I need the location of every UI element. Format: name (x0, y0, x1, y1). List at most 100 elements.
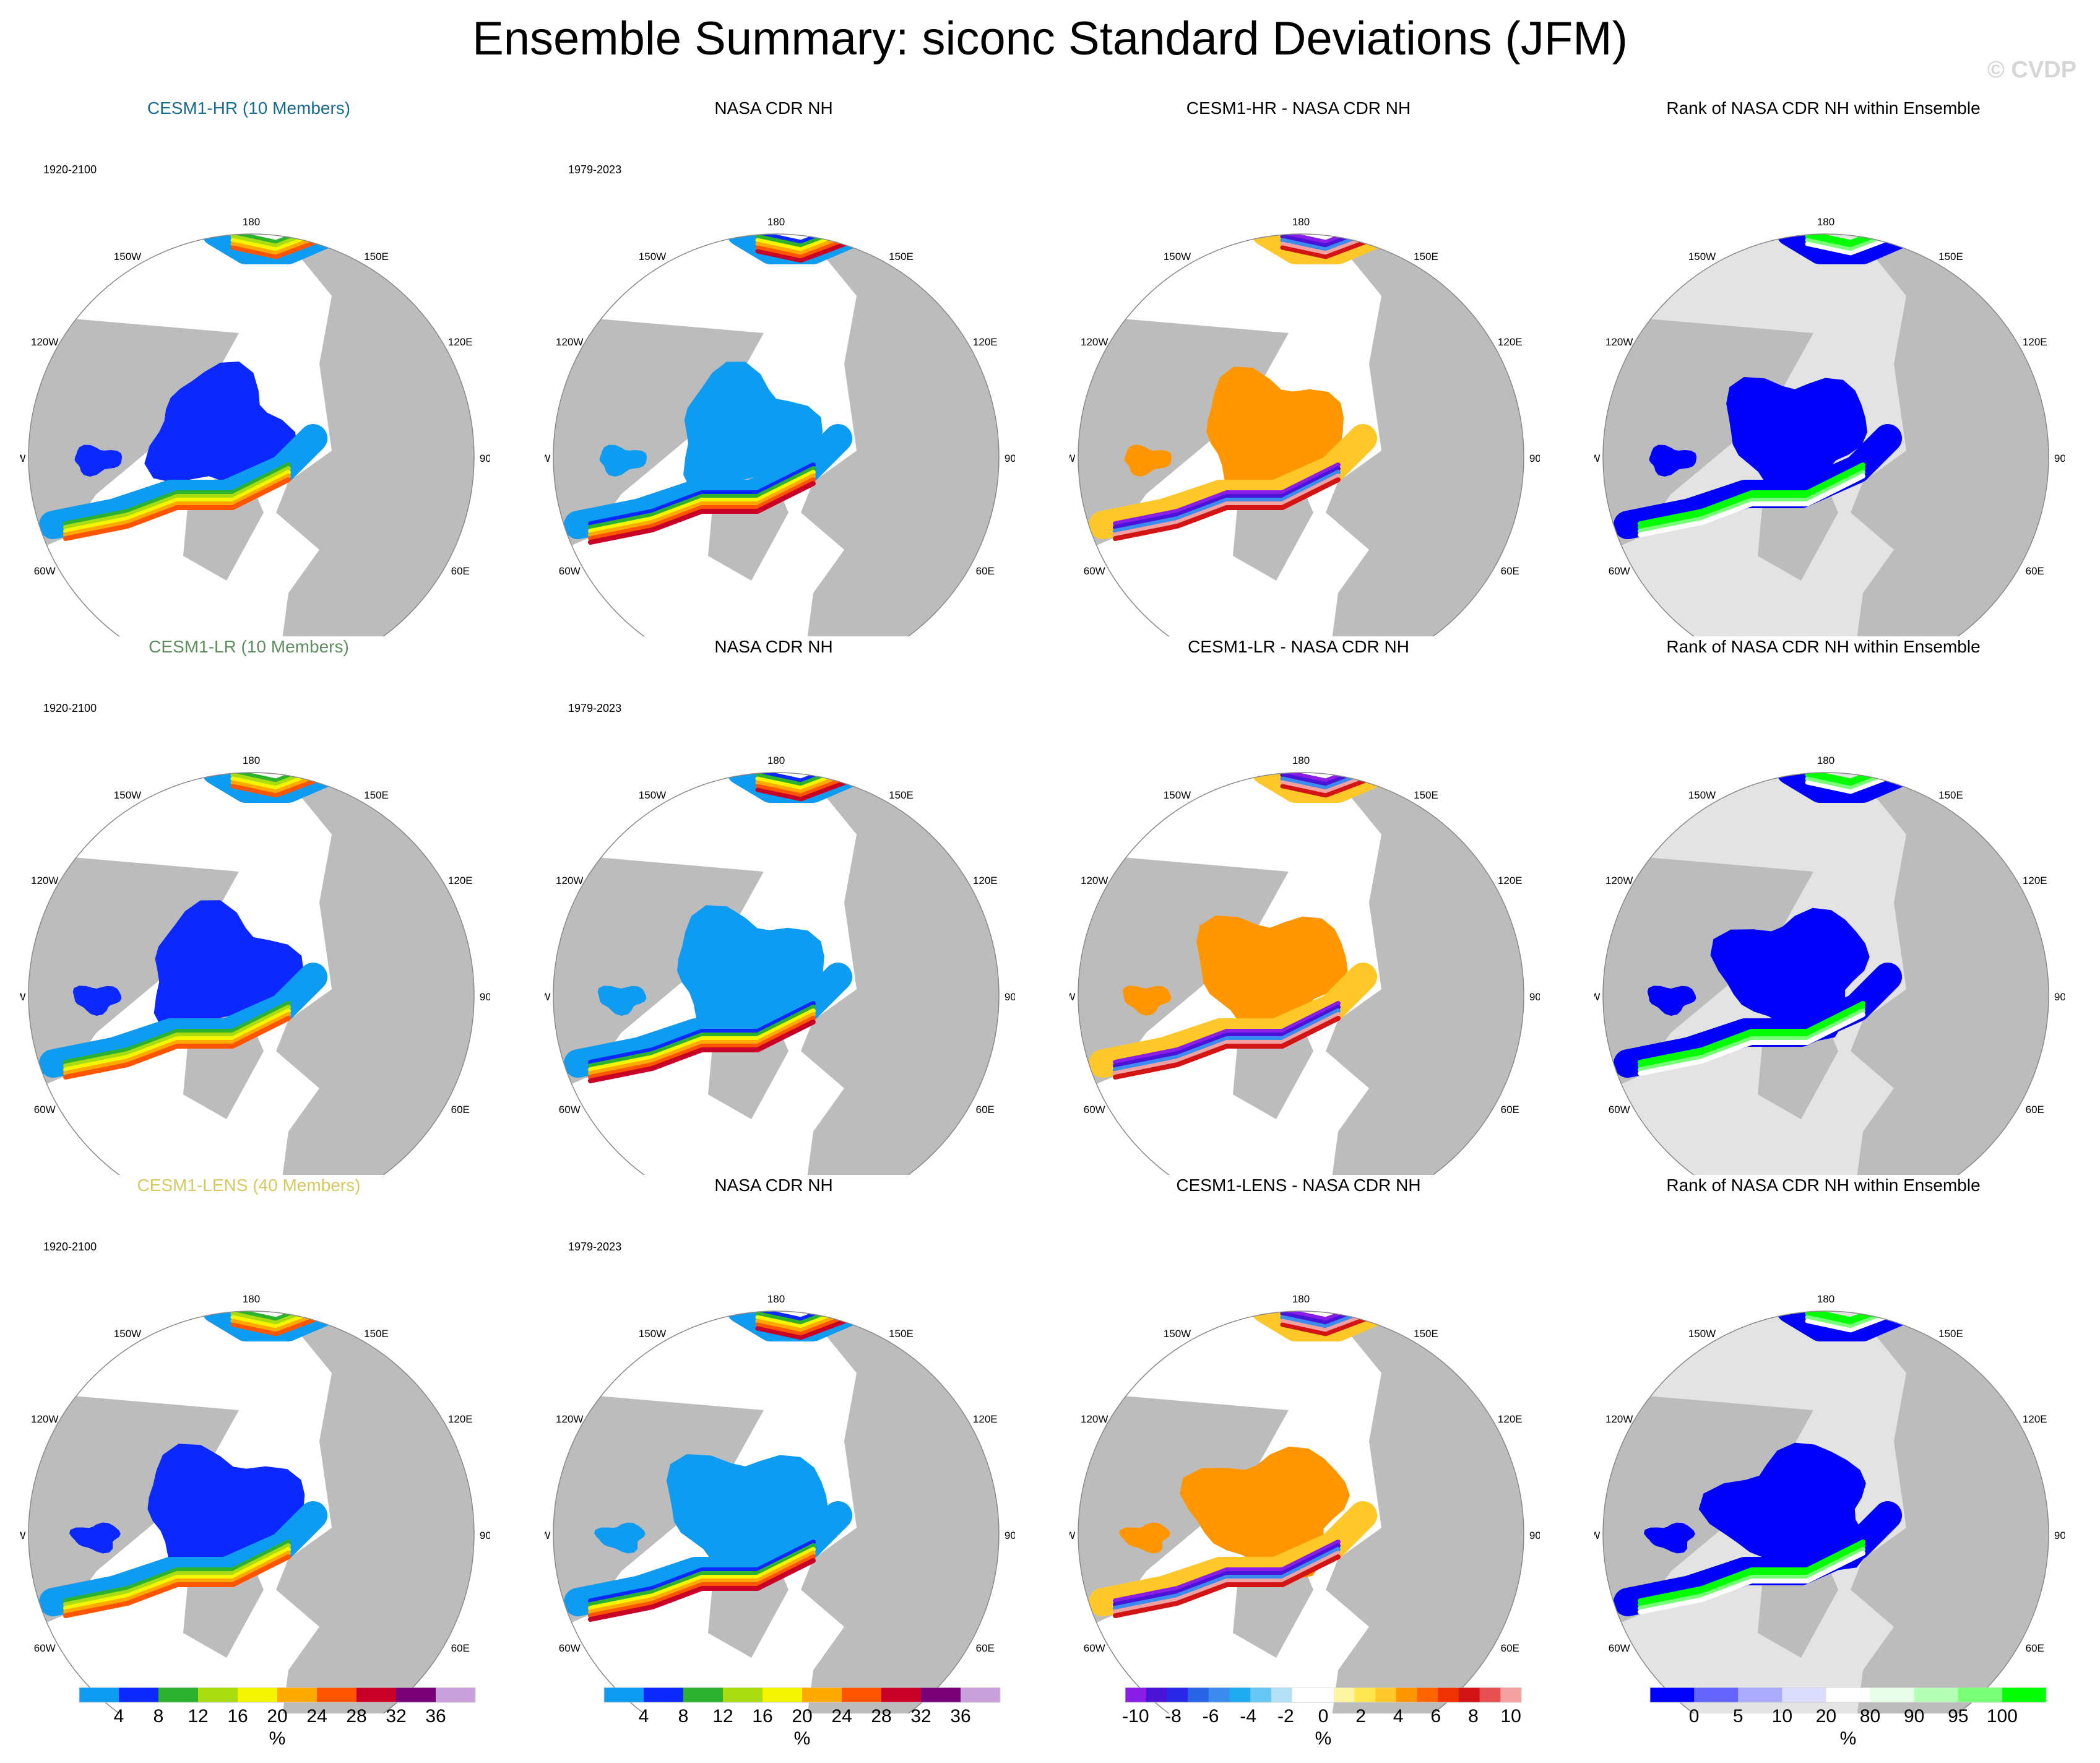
colorbar-swatch (1125, 1687, 1147, 1702)
longitude-label: 60W (34, 565, 56, 577)
longitude-label: 60W (559, 1104, 581, 1115)
longitude-label: 120W (1605, 336, 1633, 348)
longitude-label: 180 (1817, 1293, 1834, 1305)
colorbar-tick-label: 24 (306, 1706, 327, 1726)
colorbar-swatch (1208, 1687, 1230, 1702)
colorbar-swatch (1694, 1687, 1739, 1702)
colorbar-swatch (356, 1687, 397, 1702)
atlantic-gradient-band (1638, 1551, 1865, 1614)
colorbar-tick-label: -6 (1203, 1706, 1219, 1726)
atlantic-gradient-band (1113, 1554, 1341, 1618)
atlantic-gradient-band (1638, 470, 1865, 534)
atlantic-gradient-band (1638, 1012, 1865, 1076)
colorbar-tick-label: 20 (792, 1706, 812, 1726)
polar-map: 180090W90E150W120W150E120E60W30W60E30E19… (545, 163, 1015, 636)
map-boundary (1078, 1310, 1524, 1713)
colorbar-tick-label: 100 (1987, 1706, 2018, 1726)
pacific-gradient-band (1280, 236, 1378, 259)
map-boundary (28, 233, 475, 636)
colorbar-swatch (842, 1687, 882, 1702)
pacific-gradient-band (755, 234, 853, 248)
atlantic-gradient-band (1113, 1001, 1341, 1065)
colorbar-tick-label: 0 (1318, 1706, 1329, 1726)
colorbar-swatch (1650, 1687, 1695, 1702)
map-boundary (1602, 1310, 2049, 1713)
colorbar-swatch (2002, 1687, 2047, 1702)
map-panel-diff: CESM1-LENS - NASA CDR NH180090W90E150W12… (1069, 1175, 1594, 1713)
atlantic-gradient-band (1638, 1543, 1865, 1607)
polar-map: 180090W90E150W120W150E120E60W30W60E30E (1069, 216, 1540, 636)
pacific-gradient-band (755, 1311, 853, 1322)
eurasia-landmass (801, 234, 999, 636)
colorbar-tick-label: 24 (831, 1706, 852, 1726)
atlantic-gradient-band (588, 470, 816, 534)
colorbar-swatch (1167, 1687, 1188, 1702)
north-america-landmass (553, 1392, 764, 1633)
colorbar-swatches: 4 8 12 16 20 24 28 32 36 (603, 1687, 1001, 1726)
longitude-label: 180 (1817, 216, 1834, 228)
atlantic-gradient-band (63, 1543, 291, 1607)
colorbar-swatch (723, 1687, 763, 1702)
longitude-label: 90W (20, 991, 25, 1003)
pacific-gradient-band (230, 1311, 328, 1325)
longitude-label: 90E (2054, 453, 2065, 464)
hudson-bay-field (1122, 985, 1172, 1016)
atlantic-gradient-band (588, 1020, 816, 1083)
pacific-gradient-band (755, 234, 853, 245)
colorbar-tick-label: 10 (1500, 1706, 1521, 1726)
colorbar-tick-label: 8 (153, 1706, 164, 1726)
atlantic-gradient-band (588, 1547, 816, 1611)
longitude-label: 60E (451, 1642, 470, 1654)
colorbar-swatch (881, 1687, 922, 1702)
page-title: Ensemble Summary: siconc Standard Deviat… (472, 12, 1628, 65)
colorbar-units: % (1315, 1728, 1332, 1749)
colorbar-swatch (1438, 1687, 1459, 1702)
longitude-label: 150E (889, 789, 914, 801)
panel-title: CESM1-LENS - NASA CDR NH (1176, 1176, 1421, 1195)
colorbar-swatch (1354, 1687, 1376, 1702)
longitude-label: 180 (767, 755, 785, 766)
colorbar-swatch (158, 1687, 199, 1702)
polar-map: 180090W90E150W120W150E120E60W30W60E30E19… (545, 1241, 1015, 1713)
longitude-label: 60E (976, 1104, 995, 1115)
panel-title: CESM1-HR (10 Members) (147, 98, 351, 118)
colorbar-swatch (1958, 1687, 2003, 1702)
colorbar-swatch (1229, 1687, 1251, 1702)
longitude-label: 60E (1501, 1642, 1519, 1654)
longitude-label: 60E (2026, 565, 2044, 577)
longitude-label: 150W (1164, 1328, 1191, 1340)
colorbar-swatch (802, 1687, 842, 1702)
longitude-label: 90E (480, 453, 490, 464)
atlantic-gradient-band (1638, 462, 1865, 526)
atlantic-gradient-band (588, 1543, 816, 1607)
longitude-label: 120W (31, 1413, 58, 1425)
longitude-label: 120E (1498, 1413, 1523, 1425)
period-label: 1979-2023 (568, 1241, 621, 1253)
longitude-label: 90E (480, 991, 490, 1003)
atlantic-gradient-band (1113, 1543, 1341, 1607)
longitude-label: 90E (2054, 991, 2065, 1003)
atlantic-gradient-band (1113, 477, 1341, 541)
pacific-gradient-band (755, 773, 853, 787)
longitude-label: 120E (1498, 336, 1523, 348)
eurasia-landmass (1326, 1311, 1524, 1713)
map-panel-ens: CESM1-LENS (40 Members)180090W90E150W120… (20, 1175, 545, 1713)
eurasia-landmass (1326, 234, 1524, 636)
longitude-label: 180 (1292, 755, 1310, 766)
longitude-label: 90W (1069, 1530, 1075, 1541)
atlantic-gradient-band (1638, 1547, 1865, 1611)
atlantic-gradient-band (1113, 470, 1341, 534)
colorbar-swatch (1870, 1687, 1915, 1702)
pacific-gradient-band (755, 236, 853, 259)
pacific-gradient-band (1280, 1313, 1378, 1336)
eurasia-landmass (801, 1311, 999, 1713)
pacific-gradient-band (230, 234, 328, 245)
atlantic-gradient-band (1638, 1540, 1865, 1603)
hudson-bay-field (594, 1522, 646, 1554)
eurasia-landmass (1851, 234, 2049, 636)
longitude-label: 60E (976, 565, 995, 577)
colorbar-std1: 4 8 12 16 20 24 28 32 36% (73, 1687, 482, 1762)
atlantic-gradient-band (63, 1012, 291, 1076)
colorbar-tick-label: 12 (188, 1706, 208, 1726)
colorbar-swatch (1313, 1687, 1334, 1702)
